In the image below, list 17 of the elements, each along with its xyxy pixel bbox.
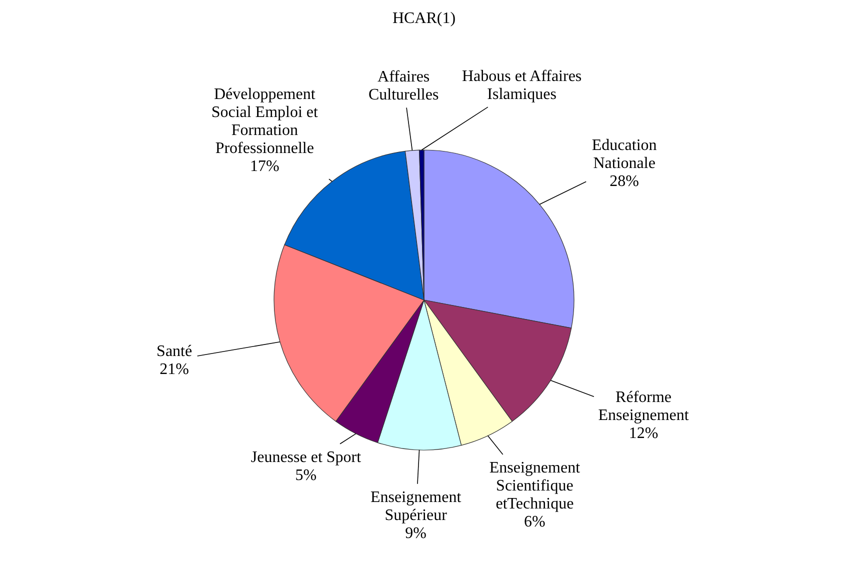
slice-label: Jeunesse et Sport (250, 448, 362, 466)
data-label: 12% (628, 425, 658, 442)
slice-label: Affaires Culturelles (368, 68, 439, 104)
data-label: 28% (610, 172, 639, 190)
slice-label: Développement Social Emploi et Formation Professionnelle (211, 86, 319, 158)
data-label: 17% (250, 158, 280, 176)
data-label: 6% (524, 514, 546, 531)
data-label: 21% (160, 360, 189, 378)
slice-label: Education Nationale (592, 136, 657, 172)
chart-title: HCAR(1) (392, 10, 456, 27)
slice-label: Enseignement Supérieur (370, 488, 462, 524)
slice-label: Habous et Affaires Islamiques (462, 68, 582, 104)
data-label: 5% (295, 466, 317, 484)
data-label: 9% (405, 524, 426, 542)
slice-label: Réforme Enseignement (598, 389, 690, 424)
slice-label: Enseignement Scientifique etTechnique (489, 460, 581, 513)
slice-label: Santé (156, 342, 192, 360)
